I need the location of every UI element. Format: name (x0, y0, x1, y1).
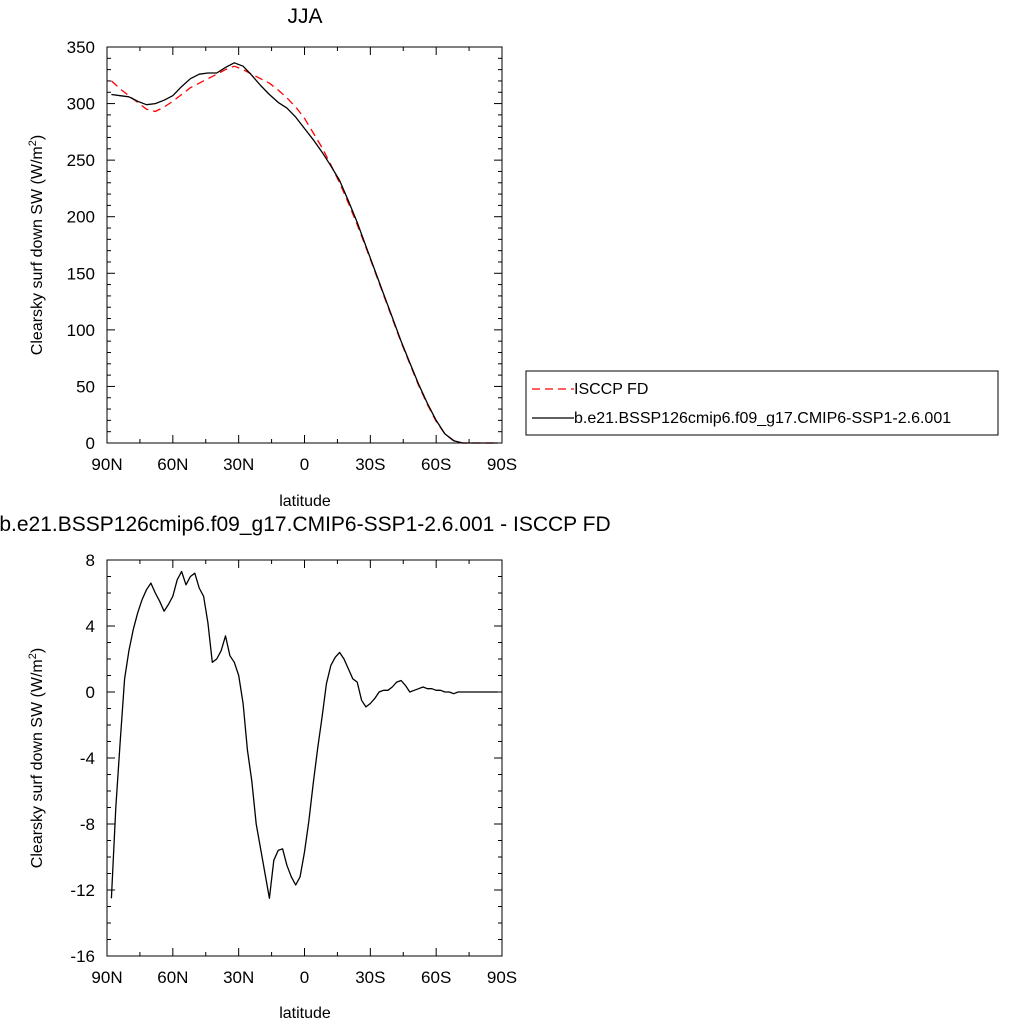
axis-tick-labels: 90N 60N 30N 0 30S 60S 90S 0 50 100 150 200 250 300 350 (67, 38, 518, 474)
y-axis-label-superscript: 2 (27, 653, 39, 659)
plot-frame (106, 46, 503, 444)
y-tick-label: -8 (80, 815, 95, 834)
y-tick-label: 50 (76, 377, 95, 396)
y-axis-label: Clearsky surf down SW (W/m2) (27, 135, 46, 355)
legend: ISCCP FD b.e21.BSSP126cmip6.f09_g17.CMIP… (525, 370, 999, 436)
y-axis-label: Clearsky surf down SW (W/m2) (27, 648, 46, 868)
x-axis-label: latitude (279, 1005, 331, 1022)
y-tick-label: 8 (86, 551, 95, 570)
plot-frame (106, 559, 503, 957)
series-line-0 (110, 65, 498, 444)
y-tick-label: -16 (70, 947, 95, 966)
legend-label-isccp: ISCCP FD (574, 381, 648, 398)
legend-label-model: b.e21.BSSP126cmip6.f09_g17.CMIP6-SSP1-2.… (574, 410, 951, 427)
y-tick-label: 0 (86, 683, 95, 702)
y-tick-label: 4 (86, 617, 95, 636)
x-axis-label: latitude (279, 493, 331, 510)
x-tick-label: 90N (91, 968, 122, 987)
y-tick-label: 100 (67, 321, 95, 340)
y-tick-label: 300 (67, 95, 95, 114)
y-tick-label: 200 (67, 208, 95, 227)
x-tick-label: 60N (157, 455, 188, 474)
chart-title: JJA (287, 5, 322, 28)
y-tick-label: -12 (70, 881, 95, 900)
series-lines (110, 570, 498, 899)
x-tick-label: 60S (421, 455, 451, 474)
x-tick-label: 60N (157, 968, 188, 987)
y-tick-label: 350 (67, 38, 95, 57)
y-axis-label-text: Clearsky surf down SW (W/m (29, 146, 46, 355)
x-tick-label: 30S (355, 968, 385, 987)
chart-top-jja: JJA 90N 60N 30N 0 30S 60S 90S 0 50 100 150 200 250 30… (27, 5, 999, 510)
y-tick-label: 0 (86, 434, 95, 453)
axis-ticks (106, 46, 503, 444)
y-tick-label: 250 (67, 151, 95, 170)
x-tick-label: 30S (355, 455, 385, 474)
chart-title: b.e21.BSSP126cmip6.f09_g17.CMIP6-SSP1-2.… (0, 513, 611, 536)
y-axis-label-end: ) (29, 648, 46, 653)
x-tick-label: 0 (300, 968, 309, 987)
x-tick-label: 30N (223, 968, 254, 987)
y-axis-label-text: Clearsky surf down SW (W/m (29, 659, 46, 868)
axis-tick-labels: 90N 60N 30N 0 30S 60S 90S -16 -12 -8 -4 0 4 8 (70, 551, 517, 987)
x-tick-label: 60S (421, 968, 451, 987)
y-axis-label-end: ) (29, 135, 46, 140)
x-tick-label: 0 (300, 455, 309, 474)
series-lines (110, 62, 498, 444)
axis-ticks (106, 559, 503, 957)
x-tick-label: 30N (223, 455, 254, 474)
y-tick-label: 150 (67, 264, 95, 283)
x-tick-label: 90N (91, 455, 122, 474)
y-axis-label-superscript: 2 (27, 140, 39, 146)
x-tick-label: 90S (487, 455, 517, 474)
y-tick-label: -4 (80, 749, 95, 768)
series-line-1 (111, 62, 498, 444)
legend-box (525, 370, 999, 436)
chart-bottom-difference: b.e21.BSSP126cmip6.f09_g17.CMIP6-SSP1-2.… (0, 513, 611, 1022)
x-tick-label: 90S (487, 968, 517, 987)
series-line-0 (110, 570, 498, 899)
